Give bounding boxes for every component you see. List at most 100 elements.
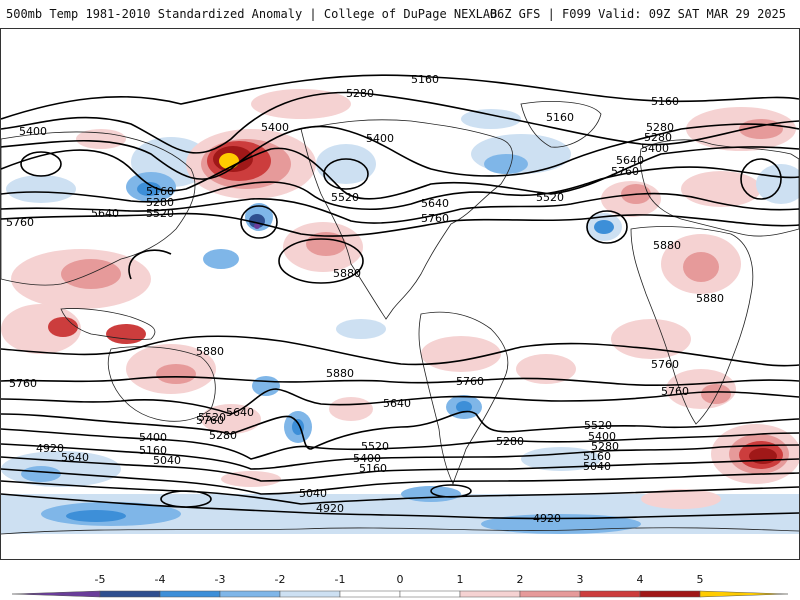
anomaly-blob [641,489,721,509]
anomaly-blob [749,448,777,464]
contour-label: 5280 [209,429,237,442]
colorbar-segment [11,590,101,598]
contour-label: 5400 [588,430,616,443]
colorbar-tick-label: 3 [576,573,584,586]
contour-label: 5520 [198,411,226,424]
colorbar-segment [699,590,789,598]
map-title: 500mb Temp 1981-2010 Standardized Anomal… [6,7,498,21]
contour-line [128,249,172,280]
anomaly-blob [516,354,576,384]
contour-label: 5400 [139,431,167,444]
colorbar-segment [159,590,221,598]
coastlines [1,101,799,535]
anomaly-blob [219,153,239,169]
anomaly-blob [201,404,261,434]
contour-label: 5160 [139,444,167,457]
contour-closed [430,484,472,498]
contour-label: 5400 [261,121,289,134]
africa-coast [630,226,754,425]
colorbar-segment [519,590,581,598]
colorbar-segment [399,590,461,598]
colorbar: -5 -4 -3 -2 -1 0 1 2 3 4 5 [0,566,800,600]
contour-label: 5280 [591,440,619,453]
contour-closed [278,238,364,284]
contour-line [1,123,799,180]
contour-label: 5400 [366,132,394,145]
contour-closed [740,158,782,200]
contour-label: 5760 [661,385,689,398]
colorbar-tick-label: 0 [396,573,404,586]
contour-label: 5040 [153,454,181,467]
contour-label: 5520 [536,191,564,204]
colorbar-segment [639,590,701,598]
colorbar-segment [279,590,341,598]
anomaly-map: 5160 5280 5160 5400 5400 5280 5520 5640 … [0,28,800,560]
contour-closed [20,151,62,177]
contour-label: 4920 [36,442,64,455]
height-contours [1,74,799,520]
contour-label: 5760 [611,165,639,178]
asia-coast [1,131,196,286]
anomaly-blob [252,376,280,396]
contour-line [1,166,799,210]
header: 500mb Temp 1981-2010 Standardized Anomal… [0,0,800,28]
contour-label: 5760 [196,414,224,427]
contour-label: 5640 [616,154,644,167]
contour-line [1,335,799,367]
map-canvas: 5160 5280 5160 5400 5400 5280 5520 5640 … [1,73,799,535]
anomaly-blob [106,324,146,344]
contour-line [1,410,799,450]
anomaly-blob [254,223,260,229]
contour-line [1,91,799,154]
contour-line [1,74,799,120]
contour-label: 5520 [331,191,359,204]
contour-line [1,456,799,482]
contour-closed [240,205,278,239]
contour-line [1,388,799,415]
anomaly-blob [251,89,351,119]
contour-label: 5160 [411,73,439,86]
contour-label: 5640 [421,197,449,210]
anomaly-blob [701,384,731,404]
anomaly-blob [336,319,386,339]
north-america-coast [300,119,513,320]
anomaly-blob [306,232,346,256]
contour-label: 5760 [651,358,679,371]
anomaly-blob [681,171,761,207]
model-run-info: 06Z GFS | F099 Valid: 09Z SAT MAR 29 202… [489,7,786,21]
colorbar-svg [11,590,789,598]
contour-label: 5280 [646,121,674,134]
anomaly-blob [66,510,126,522]
anomaly-blob [484,154,528,174]
europe-coast [639,139,799,237]
contour-label: 5880 [696,292,724,305]
contour-line [1,468,799,495]
contour-label: 5640 [61,451,89,464]
colorbar-tick-label: 5 [696,573,704,586]
anomaly-blob [156,364,196,384]
contour-label: 5760 [9,377,37,390]
contour-label: 5880 [653,239,681,252]
anomaly-blob [137,182,161,196]
contour-label: 5760 [456,375,484,388]
anomaly-blob [1,304,81,354]
contour-line [1,428,799,460]
colorbar-tick-label: 2 [516,573,524,586]
contour-label: 5640 [226,406,254,419]
contour-label: 5040 [583,460,611,473]
anomaly-blob [6,175,76,203]
anomaly-blob [76,129,126,149]
anomaly-blob [329,397,373,421]
anomaly-blob [461,109,521,129]
indonesia-coast [60,308,156,340]
contour-label: 5160 [651,95,679,108]
anomaly-blob [611,319,691,359]
contour-line [1,480,799,505]
colorbar-tick-label: -1 [334,573,346,586]
contour-line [1,212,799,237]
anomaly-blob [683,252,719,282]
anomaly-blob [21,466,61,482]
anomaly-blob [756,164,799,204]
colorbar-segment [459,590,521,598]
colorbar-tick-label: -2 [274,573,286,586]
